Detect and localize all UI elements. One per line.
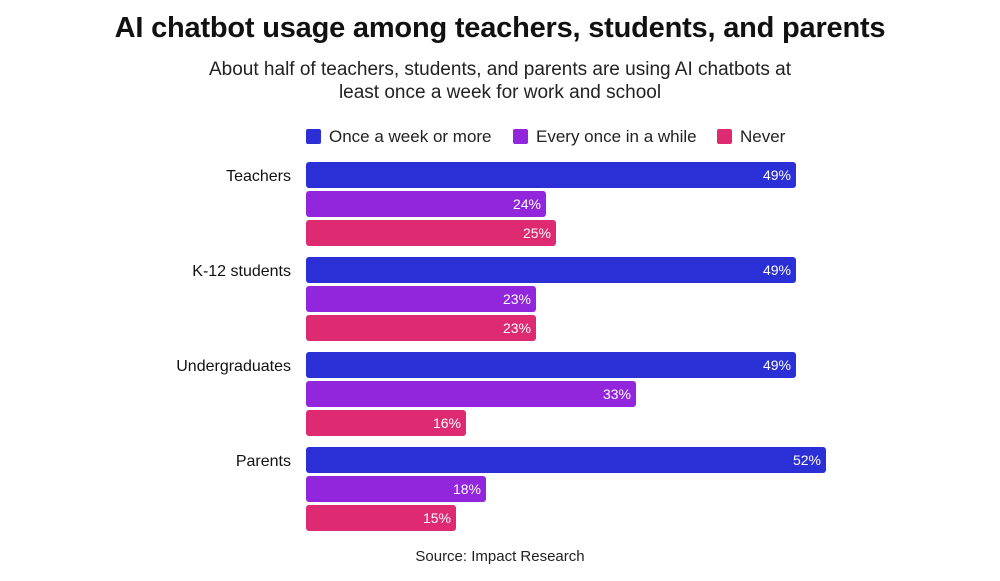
bar-k-12-students-never: [306, 315, 536, 341]
data-label-teachers-every-once-in-a-while: 24%: [513, 196, 541, 212]
bar-teachers-every-once-in-a-while: [306, 191, 546, 217]
bar-k-12-students-once-a-week-or-more: [306, 257, 796, 283]
legend: Once a week or more Every once in a whil…: [0, 126, 1000, 148]
data-label-k-12-students-every-once-in-a-while: 23%: [503, 291, 531, 307]
legend-label-every-once-in-a-while: Every once in a while: [536, 127, 697, 146]
legend-swatch-never: [717, 129, 732, 144]
category-label-k-12-students: K-12 students: [192, 263, 291, 280]
bar-teachers-once-a-week-or-more: [306, 162, 796, 188]
bar-parents-once-a-week-or-more: [306, 447, 826, 473]
source-note: Source: Impact Research: [415, 548, 585, 565]
legend-label-once-a-week: Once a week or more: [329, 127, 492, 146]
data-label-undergraduates-once-a-week-or-more: 49%: [763, 357, 791, 373]
data-label-teachers-never: 25%: [523, 225, 551, 241]
chart-subtitle: About half of teachers, students, and pa…: [209, 59, 791, 103]
bar-teachers-never: [306, 220, 556, 246]
data-label-undergraduates-every-once-in-a-while: 33%: [603, 386, 631, 402]
legend-label-never: Never: [740, 127, 786, 146]
bar-k-12-students-every-once-in-a-while: [306, 286, 536, 312]
bar-parents-every-once-in-a-while: [306, 476, 486, 502]
data-label-k-12-students-never: 23%: [503, 320, 531, 336]
legend-swatch-every-once-in-a-while: [513, 129, 528, 144]
bar-undergraduates-once-a-week-or-more: [306, 352, 796, 378]
chart-title: AI chatbot usage among teachers, student…: [114, 12, 886, 44]
data-label-parents-every-once-in-a-while: 18%: [453, 481, 481, 497]
bar-parents-never: [306, 505, 456, 531]
data-label-parents-never: 15%: [423, 510, 451, 526]
data-label-parents-once-a-week-or-more: 52%: [793, 452, 821, 468]
data-label-undergraduates-never: 16%: [433, 415, 461, 431]
bar-undergraduates-never: [306, 410, 466, 436]
category-label-undergraduates: Undergraduates: [176, 358, 291, 375]
data-label-k-12-students-once-a-week-or-more: 49%: [763, 262, 791, 278]
category-label-teachers: Teachers: [226, 168, 291, 185]
legend-swatch-once-a-week: [306, 129, 321, 144]
category-label-parents: Parents: [236, 453, 291, 470]
bar-undergraduates-every-once-in-a-while: [306, 381, 636, 407]
data-label-teachers-once-a-week-or-more: 49%: [763, 167, 791, 183]
